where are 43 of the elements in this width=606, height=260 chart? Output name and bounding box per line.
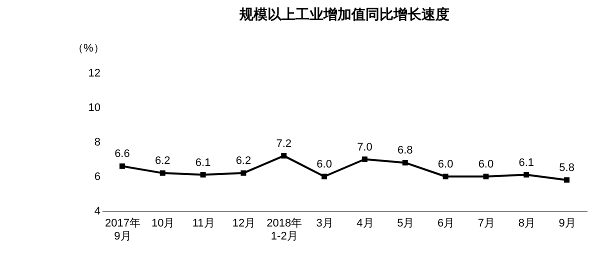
data-label: 6.2	[154, 155, 170, 168]
x-tick-label: 2018年 1-2月	[266, 218, 302, 242]
point	[483, 174, 489, 180]
data-label: 6.8	[397, 144, 413, 157]
y-tick-label: 8	[94, 136, 100, 148]
point	[322, 174, 328, 180]
point	[362, 156, 368, 162]
x-tick-label: 7月	[478, 218, 496, 230]
point	[160, 170, 166, 176]
x-tick-label: 5月	[397, 218, 414, 230]
data-label: 6.2	[236, 155, 252, 168]
data-label: 5.8	[559, 162, 574, 174]
data-label: 6.1	[195, 156, 211, 169]
x-tick-label: 11月	[192, 218, 215, 230]
x-tick-label: 3月	[316, 218, 334, 230]
x-tick-label: 8月	[518, 218, 536, 230]
point	[240, 170, 246, 176]
point	[442, 174, 448, 180]
x-tick-label: 9月	[558, 218, 576, 230]
point	[402, 160, 408, 166]
data-label: 6.0	[438, 158, 454, 170]
chart-title: 规模以上工业增加值同比增长速度	[238, 6, 450, 22]
x-tick-label: 12月	[232, 218, 256, 230]
data-label: 6.1	[518, 156, 534, 169]
point	[200, 172, 206, 178]
data-label: 6.0	[478, 158, 494, 170]
data-label: 6.6	[114, 148, 130, 160]
x-tick-label: 4月	[356, 218, 374, 230]
point	[524, 172, 530, 178]
point	[281, 153, 287, 159]
data-label: 6.0	[316, 158, 332, 170]
data-label: 7.0	[357, 141, 372, 154]
y-tick-label: 12	[88, 68, 100, 80]
point	[564, 177, 570, 183]
x-tick-label: 2017年 9月	[104, 218, 140, 242]
point	[119, 163, 125, 169]
y-tick-label: 10	[88, 102, 100, 114]
x-tick-label: 10月	[152, 218, 175, 230]
y-tick-label: 6	[94, 171, 100, 183]
y-axis-title: （%）	[72, 42, 104, 54]
y-tick-label: 4	[94, 206, 100, 218]
data-label: 7.2	[276, 138, 292, 150]
x-tick-label: 6月	[437, 218, 455, 230]
